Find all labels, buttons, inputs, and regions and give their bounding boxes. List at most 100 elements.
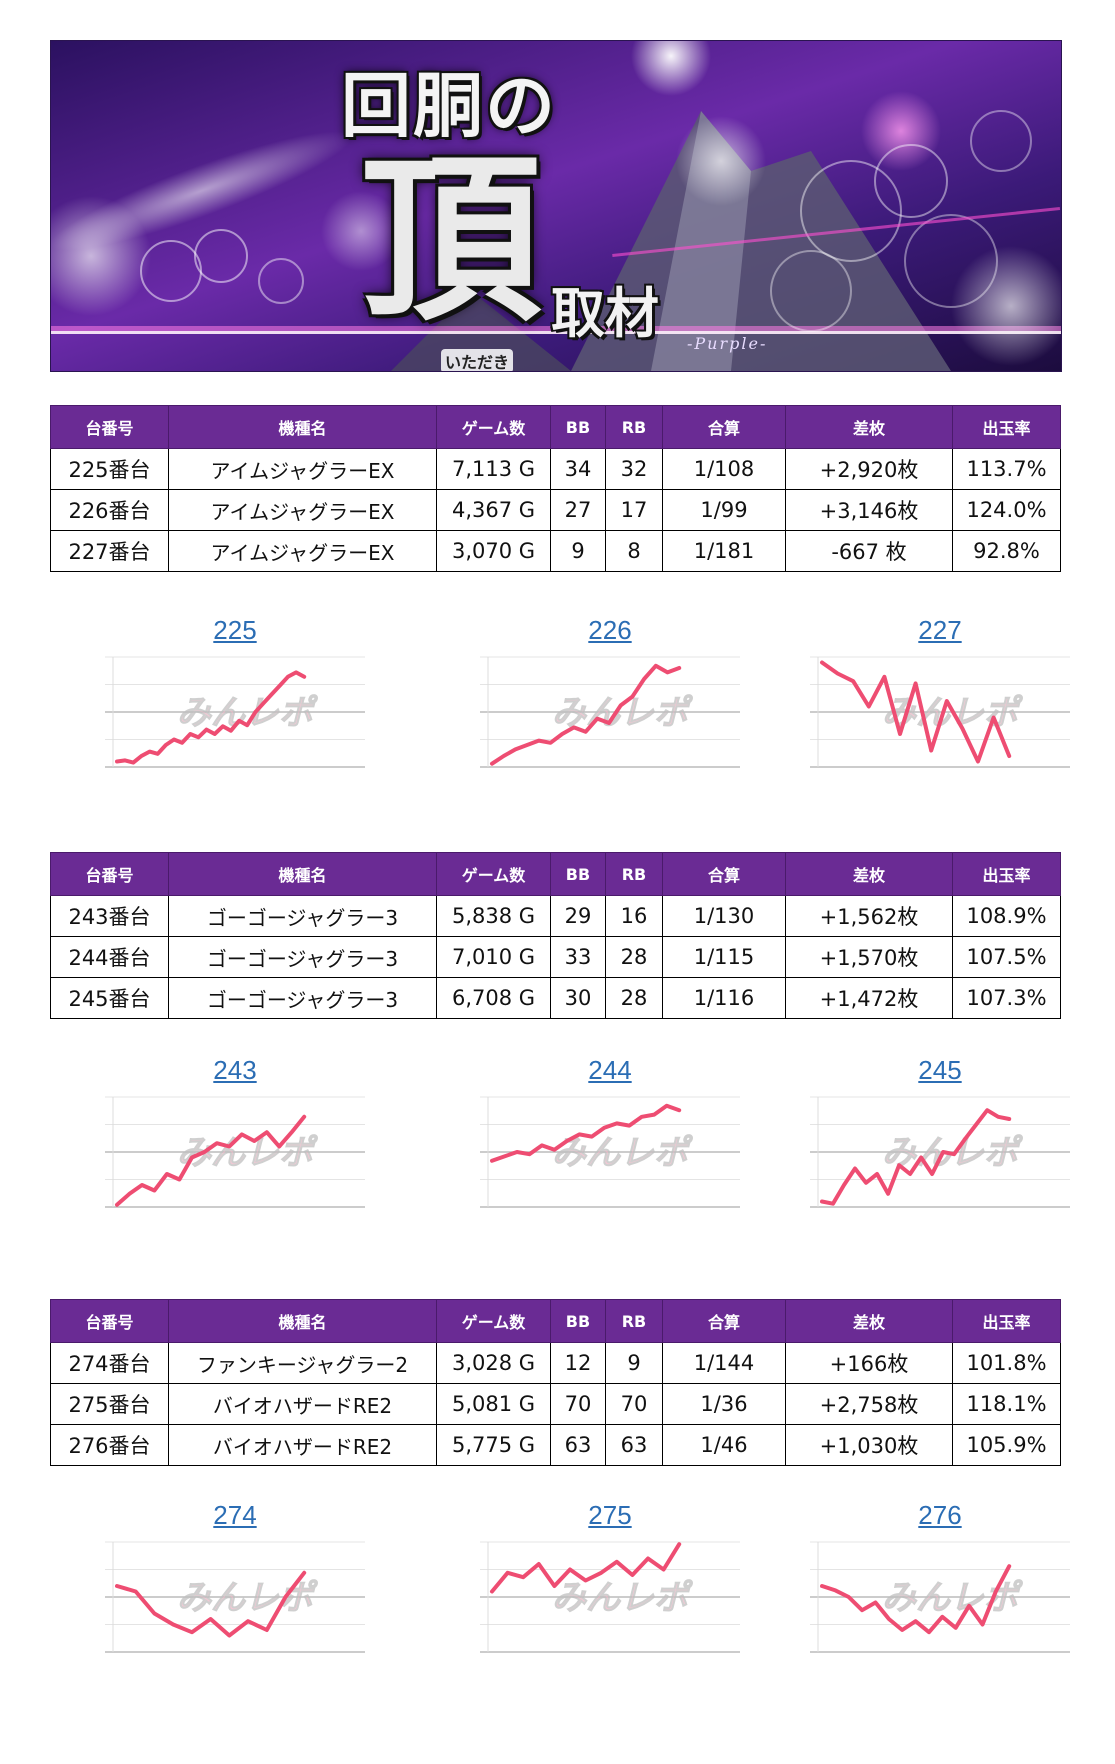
table-header-row: 台番号 機種名 ゲーム数 BB RB 合算 差枚 出玉率 (50, 852, 1061, 896)
graph-canvas: みんレポ (810, 656, 1070, 768)
graph-line (115, 1570, 307, 1638)
table-row: 276番台 バイオハザードRE2 5,775 G 63 63 1/46 +1,030枚 105… (50, 1424, 1061, 1466)
column-header-coin-difference: 差枚 (785, 405, 953, 449)
table-row: 243番台 ゴーゴージャグラー3 5,838 G 29 16 1/130 +1,562枚 10… (50, 895, 1061, 937)
graph-label-link[interactable]: 276 (918, 1500, 962, 1530)
bb-count: 30 (550, 977, 606, 1019)
coin-difference: +1,472枚 (785, 977, 953, 1019)
results-table-group-3: 台番号 機種名 ゲーム数 BB RB 合算 差枚 出玉率 274番台 ファンキージャグラー2 3,0… (50, 1299, 1061, 1466)
combined-rate: 1/181 (662, 530, 786, 572)
banner-ruby: いただき (441, 349, 514, 371)
watermark: みんレポ (882, 1133, 1023, 1173)
payout-rate: 105.9% (952, 1424, 1061, 1466)
graph-label-link[interactable]: 227 (918, 615, 962, 645)
machine-number: 226番台 (50, 489, 169, 531)
results-table-group-1: 台番号 機種名 ゲーム数 BB RB 合算 差枚 出玉率 225番台 アイムジャグラーEX 7,11… (50, 405, 1061, 572)
machine-name: バイオハザードRE2 (168, 1424, 437, 1466)
slump-graph-226: みんレポ 226 (470, 615, 750, 785)
machine-number: 245番台 (50, 977, 169, 1019)
results-table-group-2: 台番号 機種名 ゲーム数 BB RB 合算 差枚 出玉率 243番台 ゴーゴージャグラー3 5,83… (50, 852, 1061, 1019)
watermark: みんレポ (552, 1133, 693, 1173)
game-count: 5,081 G (436, 1383, 551, 1425)
graph-label-link[interactable]: 275 (588, 1500, 632, 1530)
machine-name: ゴーゴージャグラー3 (168, 936, 437, 978)
slump-graph-243: みんレポ 243 (95, 1055, 375, 1225)
graph-label-link[interactable]: 244 (588, 1055, 632, 1085)
machine-name: アイムジャグラーEX (168, 448, 437, 490)
coin-difference: +1,030枚 (785, 1424, 953, 1466)
graph-line (820, 1564, 1012, 1635)
slump-graph-244: みんレポ 244 (470, 1055, 750, 1225)
column-header-machine-number: 台番号 (50, 405, 169, 449)
column-header-combined-rate: 合算 (662, 852, 786, 896)
column-header-bb-count: BB (550, 1299, 606, 1343)
graph-canvas: みんレポ (480, 1541, 740, 1653)
coin-difference: +1,570枚 (785, 936, 953, 978)
combined-rate: 1/130 (662, 895, 786, 937)
column-header-payout-rate: 出玉率 (952, 1299, 1061, 1343)
rb-count: 63 (605, 1424, 663, 1466)
payout-rate: 107.3% (952, 977, 1061, 1019)
combined-rate: 1/108 (662, 448, 786, 490)
machine-name: バイオハザードRE2 (168, 1383, 437, 1425)
coin-difference: +1,562枚 (785, 895, 953, 937)
column-header-bb-count: BB (550, 405, 606, 449)
header-banner: 回胴の 頂 取材 いただき -Purple- (50, 40, 1062, 372)
machine-number: 225番台 (50, 448, 169, 490)
machine-number: 227番台 (50, 530, 169, 572)
graph-label-link[interactable]: 225 (213, 615, 257, 645)
column-header-coin-difference: 差枚 (785, 1299, 953, 1343)
graph-line (490, 663, 682, 766)
rb-count: 17 (605, 489, 663, 531)
slump-graph-225: みんレポ 225 (95, 615, 375, 785)
coin-difference: +166枚 (785, 1342, 953, 1384)
payout-rate: 113.7% (952, 448, 1061, 490)
graph-canvas: みんレポ (480, 1096, 740, 1208)
bb-count: 34 (550, 448, 606, 490)
graph-line (115, 670, 307, 765)
column-header-payout-rate: 出玉率 (952, 852, 1061, 896)
column-header-bb-count: BB (550, 852, 606, 896)
bb-count: 70 (550, 1383, 606, 1425)
bb-count: 12 (550, 1342, 606, 1384)
machine-number: 274番台 (50, 1342, 169, 1384)
combined-rate: 1/115 (662, 936, 786, 978)
graph-label-link[interactable]: 245 (918, 1055, 962, 1085)
graph-line (115, 1114, 307, 1207)
payout-rate: 124.0% (952, 489, 1061, 531)
rb-count: 32 (605, 448, 663, 490)
table-row: 245番台 ゴーゴージャグラー3 6,708 G 30 28 1/116 +1,472枚 10… (50, 977, 1061, 1019)
coin-difference: +2,920枚 (785, 448, 953, 490)
graph-line (490, 1103, 682, 1163)
rb-count: 8 (605, 530, 663, 572)
table-row: 275番台 バイオハザードRE2 5,081 G 70 70 1/36 +2,758枚 118… (50, 1383, 1061, 1425)
rb-count: 28 (605, 936, 663, 978)
graph-label-link[interactable]: 274 (213, 1500, 257, 1530)
game-count: 7,010 G (436, 936, 551, 978)
slump-graph-276: みんレポ 276 (800, 1500, 1080, 1670)
game-count: 4,367 G (436, 489, 551, 531)
table-header-row: 台番号 機種名 ゲーム数 BB RB 合算 差枚 出玉率 (50, 405, 1061, 449)
column-header-machine-name: 機種名 (168, 852, 437, 896)
bb-count: 9 (550, 530, 606, 572)
combined-rate: 1/36 (662, 1383, 786, 1425)
column-header-combined-rate: 合算 (662, 1299, 786, 1343)
graph-label-link[interactable]: 243 (213, 1055, 257, 1085)
graph-canvas: みんレポ (105, 656, 365, 768)
table-row: 227番台 アイムジャグラーEX 3,070 G 9 8 1/181 -667 枚 92.8% (50, 530, 1061, 572)
table-row: 274番台 ファンキージャグラー2 3,028 G 12 9 1/144 +166枚 101.… (50, 1342, 1061, 1384)
column-header-machine-number: 台番号 (50, 1299, 169, 1343)
machine-number: 244番台 (50, 936, 169, 978)
graph-canvas: みんレポ (105, 1541, 365, 1653)
graph-label-link[interactable]: 226 (588, 615, 632, 645)
machine-number: 275番台 (50, 1383, 169, 1425)
graph-line (820, 1108, 1012, 1206)
game-count: 6,708 G (436, 977, 551, 1019)
machine-name: アイムジャグラーEX (168, 530, 437, 572)
rb-count: 16 (605, 895, 663, 937)
payout-rate: 92.8% (952, 530, 1061, 572)
column-header-machine-name: 機種名 (168, 405, 437, 449)
bb-count: 63 (550, 1424, 606, 1466)
column-header-rb-count: RB (605, 852, 663, 896)
game-count: 7,113 G (436, 448, 551, 490)
